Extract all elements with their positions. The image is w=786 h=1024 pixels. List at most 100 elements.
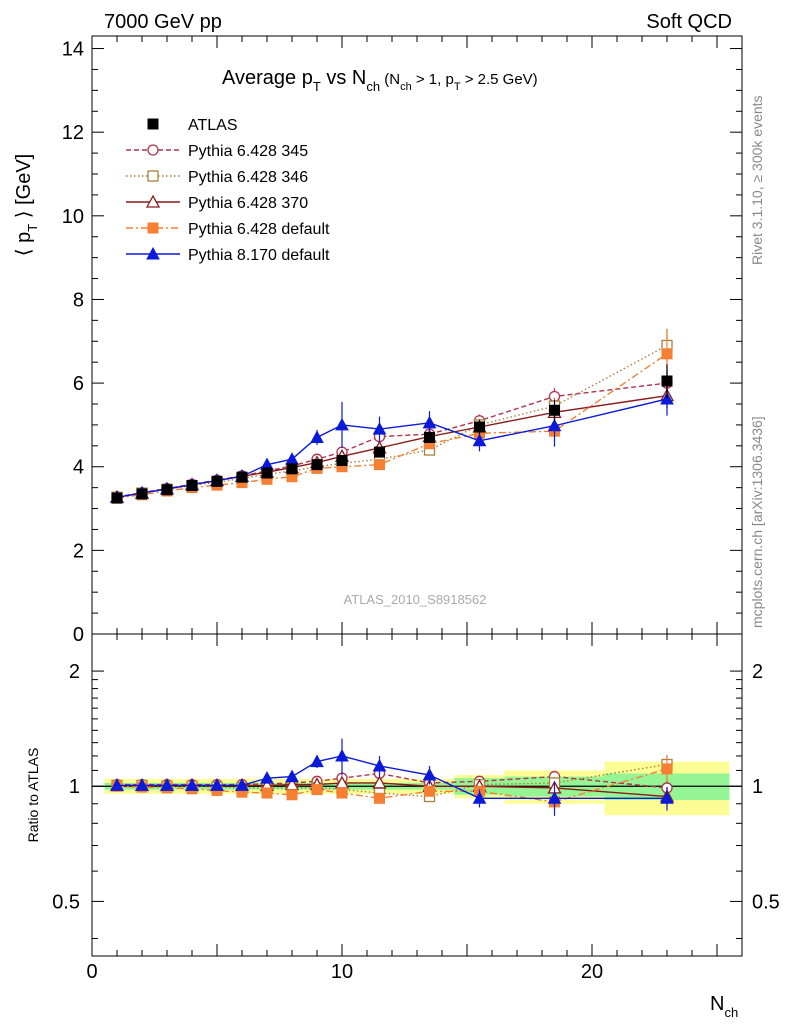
- data-point: [211, 475, 223, 487]
- ratio-point: [372, 758, 387, 772]
- data-point: [336, 454, 348, 466]
- main-y-tick-label: 12: [62, 122, 84, 144]
- data-point: [374, 446, 385, 458]
- ratio-point: [310, 754, 324, 768]
- ratio-point: [472, 791, 487, 804]
- series-line: [116, 382, 668, 498]
- data-point: [547, 418, 562, 432]
- x-tick-label: 10: [331, 961, 353, 983]
- main-y-axis-label: ⟨ pT ⟩ [GeV]: [13, 154, 40, 257]
- analysis-watermark: ATLAS_2010_S8918562: [344, 592, 487, 607]
- data-point: [372, 422, 387, 435]
- ratio-point: [135, 778, 149, 791]
- legend-item-atlas: ATLAS: [147, 117, 238, 134]
- legend-label: Pythia 6.428 default: [188, 221, 330, 238]
- legend-item-pythia-8-170-default: Pythia 8.170 default: [126, 246, 330, 264]
- data-point: [474, 421, 485, 433]
- series-pythia-6-428-346: [111, 328, 673, 503]
- data-point: [286, 463, 298, 475]
- data-point: [161, 484, 173, 496]
- data-point: [660, 391, 674, 405]
- data-point: [424, 431, 435, 443]
- header-collision-label: 7000 GeV pp: [104, 11, 222, 33]
- data-point: [472, 433, 487, 447]
- ratio-point: [336, 787, 348, 799]
- legend: ATLAS Pythia 6.428 345 Pythia 6.428 346 Pyt…: [126, 117, 330, 264]
- ratio-point: [660, 791, 674, 804]
- main-y-tick-label: 14: [62, 39, 84, 61]
- legend-marker: [147, 170, 159, 182]
- data-point: [422, 415, 437, 429]
- ratio-point: [374, 792, 385, 804]
- data-point: [111, 492, 123, 504]
- legend-marker: [145, 194, 161, 208]
- plot-title: Average pT vs Nch (Nch > 1, pT > 2.5 GeV…: [222, 67, 538, 94]
- ratio-y-tick-label: 1: [69, 776, 80, 798]
- ratio-point: [185, 778, 199, 791]
- legend-item-pythia-6-428-345: Pythia 6.428 345: [126, 143, 308, 160]
- main-y-tick-label: 0: [73, 624, 84, 646]
- ratio-y-tick-label: 0.5: [752, 891, 780, 913]
- ratio-y-tick-label: 2: [69, 661, 80, 683]
- ratio-point: [422, 767, 437, 781]
- ratio-point: [372, 775, 387, 789]
- x-tick-label: 0: [86, 961, 97, 983]
- ratio-point: [285, 769, 299, 783]
- legend-label: Pythia 8.170 default: [188, 247, 330, 264]
- ratio-plot-series: [109, 738, 675, 816]
- x-axis-label: Nch: [710, 993, 738, 1020]
- series-line: [116, 353, 668, 499]
- legend-label: ATLAS: [188, 117, 238, 134]
- data-point: [136, 488, 148, 500]
- legend-label: Pythia 6.428 345: [188, 143, 308, 160]
- ratio-y-tick-label: 1: [752, 776, 763, 798]
- legend-item-pythia-6-428-370: Pythia 6.428 370: [126, 194, 308, 212]
- series-atlas: [111, 364, 673, 504]
- ratio-y-axis-label: Ratio to ATLAS: [25, 748, 41, 843]
- rivet-version-label: Rivet 3.1.10, ≥ 300k events: [749, 95, 765, 265]
- header-category-label: Soft QCD: [646, 11, 732, 33]
- main-y-tick-label: 2: [73, 540, 84, 562]
- ratio-line: [117, 772, 668, 789]
- data-point: [186, 480, 198, 492]
- ratio-point: [547, 791, 562, 804]
- data-point: [661, 375, 673, 387]
- legend-label: Pythia 6.428 370: [188, 195, 308, 212]
- main-y-tick-label: 8: [73, 289, 84, 311]
- legend-marker: [147, 222, 159, 234]
- main-y-tick-label: 10: [62, 206, 84, 228]
- series-line: [116, 344, 668, 498]
- ratio-point: [335, 748, 349, 762]
- legend-marker: [146, 246, 160, 260]
- data-point: [311, 459, 323, 471]
- ratio-point: [260, 771, 274, 784]
- data-point: [310, 430, 324, 443]
- ratio-point: [286, 789, 298, 801]
- legend-item-pythia-6-428-default: Pythia 6.428 default: [126, 221, 330, 238]
- ratio-y-tick-label: 0.5: [52, 891, 80, 913]
- data-point: [335, 417, 349, 431]
- legend-label: Pythia 6.428 346: [188, 169, 308, 186]
- ratio-pythia-8-170-default: [110, 738, 674, 816]
- ratio-point: [311, 784, 323, 796]
- data-point: [236, 471, 248, 483]
- ratio-point: [424, 785, 435, 797]
- data-point: [549, 404, 560, 416]
- ratio-point: [210, 778, 224, 791]
- legend-marker: [147, 118, 159, 130]
- main-y-tick-label: 6: [73, 373, 84, 395]
- x-tick-label: 20: [581, 961, 603, 983]
- ratio-point: [110, 778, 124, 791]
- ratio-point: [235, 778, 249, 791]
- ratio-y-tick-label: 2: [752, 661, 763, 683]
- main-y-tick-label: 4: [73, 457, 84, 479]
- mcplots-reference-label: mcplots.cern.ch [arXiv:1306.3436]: [749, 416, 765, 628]
- data-point: [661, 348, 673, 360]
- ratio-point: [261, 787, 273, 799]
- ratio-point: [160, 778, 174, 791]
- ratio-point: [661, 763, 673, 775]
- data-point: [374, 459, 385, 471]
- main-plot-series: [109, 328, 675, 504]
- legend-marker: [147, 144, 159, 156]
